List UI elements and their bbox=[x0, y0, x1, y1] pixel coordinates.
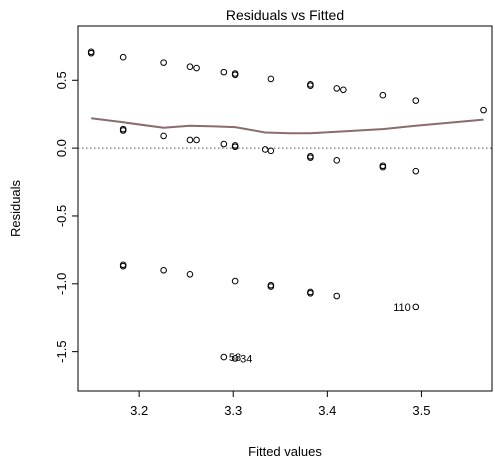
point-annotation: 110 bbox=[393, 302, 411, 314]
y-tick-label: 0.5 bbox=[54, 71, 69, 89]
data-point bbox=[413, 98, 419, 104]
x-tick-label: 3.5 bbox=[412, 403, 430, 418]
data-point bbox=[268, 148, 274, 154]
data-point bbox=[221, 69, 227, 75]
data-point bbox=[334, 293, 340, 299]
data-point bbox=[481, 107, 487, 113]
data-point bbox=[194, 137, 200, 143]
y-tick-label: -0.5 bbox=[54, 205, 69, 227]
data-point bbox=[413, 304, 419, 310]
data-point bbox=[268, 76, 274, 82]
data-point bbox=[187, 64, 193, 70]
y-tick-label: -1.0 bbox=[54, 273, 69, 295]
smoother-line bbox=[91, 118, 483, 133]
data-point bbox=[413, 168, 419, 174]
point-annotation: 34 bbox=[240, 353, 252, 365]
x-axis: 3.2 3.3 3.4 3.5 bbox=[130, 391, 430, 418]
x-tick-label: 3.2 bbox=[130, 403, 148, 418]
x-tick-label: 3.4 bbox=[318, 403, 336, 418]
data-point bbox=[120, 54, 126, 60]
data-point bbox=[262, 147, 268, 153]
data-point bbox=[221, 141, 227, 147]
x-tick-label: 3.3 bbox=[224, 403, 242, 418]
data-point bbox=[161, 60, 167, 66]
y-tick-label: -1.5 bbox=[54, 340, 69, 362]
data-point bbox=[221, 354, 227, 360]
x-axis-label: Fitted values bbox=[248, 444, 322, 459]
data-point bbox=[187, 137, 193, 143]
chart-title: Residuals vs Fitted bbox=[226, 7, 344, 23]
data-point bbox=[161, 133, 167, 139]
data-point bbox=[380, 92, 386, 98]
data-point bbox=[334, 158, 340, 164]
data-point bbox=[334, 86, 340, 92]
y-tick-label: 0.0 bbox=[54, 139, 69, 157]
y-axis: -1.5 -1.0 -0.5 0.0 0.5 bbox=[54, 71, 78, 363]
data-point bbox=[161, 267, 167, 273]
data-point bbox=[232, 278, 238, 284]
data-point bbox=[194, 65, 200, 71]
data-point bbox=[187, 272, 193, 278]
plot-frame bbox=[78, 26, 492, 391]
y-axis-label: Residuals bbox=[8, 179, 23, 237]
data-point bbox=[341, 87, 347, 93]
data-points bbox=[88, 49, 486, 361]
